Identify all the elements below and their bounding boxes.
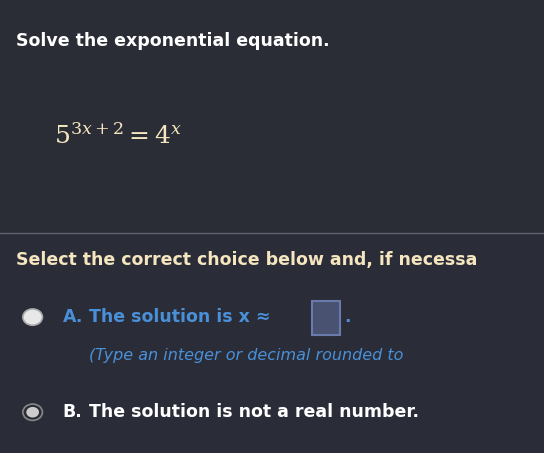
Text: B.: B. — [63, 403, 82, 421]
Text: (Type an integer or decimal rounded to: (Type an integer or decimal rounded to — [89, 348, 408, 363]
Text: The solution is x ≈: The solution is x ≈ — [89, 308, 276, 326]
Text: .: . — [344, 308, 351, 326]
Text: Select the correct choice below and, if necessa: Select the correct choice below and, if … — [16, 251, 478, 270]
Text: Solve the exponential equation.: Solve the exponential equation. — [16, 32, 330, 50]
FancyBboxPatch shape — [312, 301, 340, 335]
Bar — [0, 233, 544, 453]
Text: $5^{3x+2}=4^{x}$: $5^{3x+2}=4^{x}$ — [54, 123, 183, 149]
Text: The solution is not a real number.: The solution is not a real number. — [89, 403, 419, 421]
Circle shape — [23, 404, 42, 420]
Circle shape — [23, 309, 42, 325]
Text: A.: A. — [63, 308, 83, 326]
Bar — [0, 0, 544, 233]
Circle shape — [26, 407, 39, 418]
